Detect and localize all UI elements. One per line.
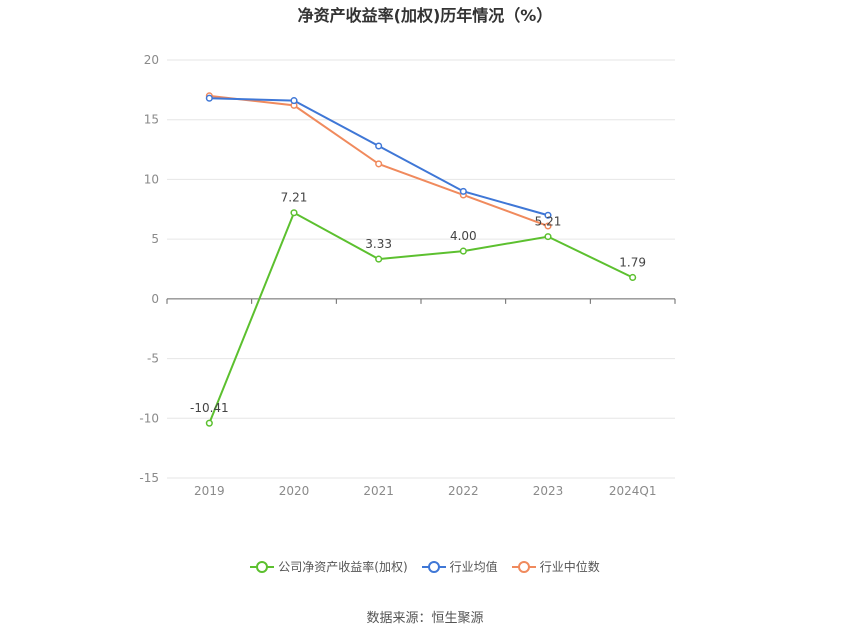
data-point: [290, 209, 298, 217]
y-tick-label: 20: [144, 53, 159, 67]
chart-title: 净资产收益率(加权)历年情况（%）: [297, 6, 553, 25]
legend-item[interactable]: 行业均值: [421, 558, 498, 575]
data-point: [375, 160, 383, 168]
x-tick-label: 2024Q1: [609, 484, 657, 498]
legend-item[interactable]: 行业中位数: [511, 558, 600, 575]
data-label: 1.79: [619, 255, 646, 269]
x-tick-label: 2019: [194, 484, 225, 498]
x-tick-label: 2021: [363, 484, 394, 498]
data-label: 4.00: [450, 229, 477, 243]
y-tick-label: -10: [139, 411, 159, 425]
data-point: [459, 187, 467, 195]
legend: 公司净资产收益率(加权) 行业均值 行业中位数: [0, 558, 850, 575]
legend-marker-icon: [250, 560, 275, 573]
data-label: 5.21: [535, 215, 562, 229]
x-tick-label: 2023: [533, 484, 564, 498]
y-tick-label: 10: [144, 172, 159, 186]
data-label: 7.21: [281, 191, 308, 205]
data-point: [544, 211, 552, 219]
data-label: 3.33: [365, 237, 392, 251]
data-point: [290, 97, 298, 105]
legend-label: 公司净资产收益率(加权): [278, 560, 408, 574]
data-point: [629, 273, 637, 282]
y-tick-label: 0: [151, 292, 159, 306]
x-tick-label: 2022: [448, 484, 479, 498]
data-label: -10.41: [190, 401, 229, 415]
data-point: [205, 94, 213, 102]
series-line: [209, 97, 549, 217]
data-point: [205, 419, 213, 427]
data-source-note: 数据来源：恒生聚源: [366, 611, 484, 626]
data-point: [375, 142, 383, 150]
y-tick-label: 5: [151, 232, 159, 246]
legend-marker-icon: [421, 560, 446, 573]
legend-marker-icon: [511, 560, 536, 573]
data-point: [459, 247, 467, 255]
y-tick-label: -15: [139, 471, 159, 485]
x-tick-label: 2020: [279, 484, 310, 498]
data-point: [544, 233, 552, 241]
data-point: [375, 255, 383, 263]
data-point: [544, 222, 552, 230]
y-tick-label: 15: [144, 113, 159, 127]
legend-label: 行业中位数: [539, 560, 600, 574]
legend-item[interactable]: 公司净资产收益率(加权): [250, 558, 408, 575]
legend-label: 行业均值: [449, 560, 498, 574]
series-line: [208, 211, 634, 424]
y-tick-label: -5: [147, 352, 159, 366]
